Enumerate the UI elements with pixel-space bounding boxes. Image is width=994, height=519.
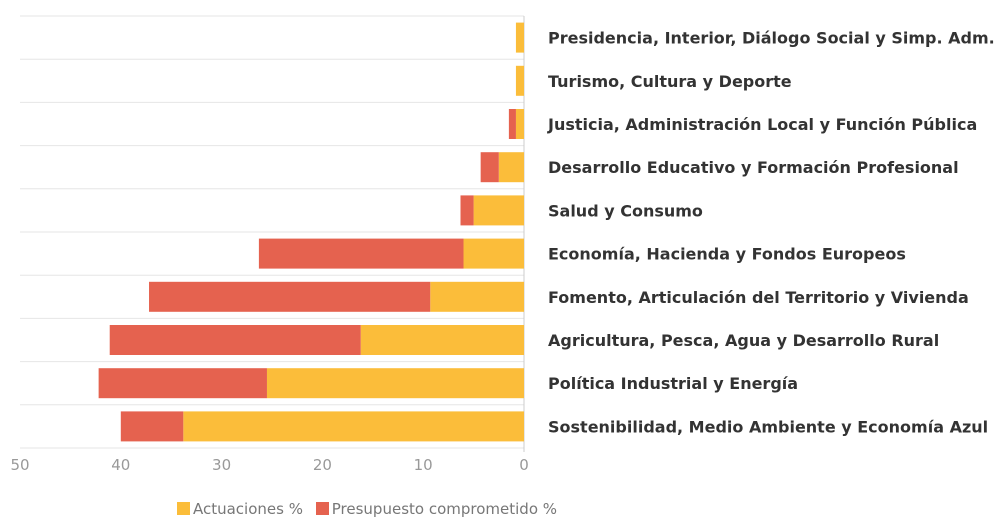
bar-actuaciones[interactable] [430, 281, 524, 312]
category-label: Agricultura, Pesca, Agua y Desarrollo Ru… [548, 331, 939, 350]
bars [98, 22, 524, 442]
category-label: Salud y Consumo [548, 201, 703, 220]
category-label: Política Industrial y Energía [548, 374, 798, 393]
x-tick-label: 20 [313, 456, 332, 474]
x-tick-label: 0 [519, 456, 529, 474]
bar-actuaciones[interactable] [360, 325, 524, 355]
bar-actuaciones[interactable] [266, 368, 524, 399]
bar-presupuesto[interactable] [508, 109, 516, 139]
bar-presupuesto[interactable] [109, 325, 361, 355]
legend-item-actuaciones[interactable]: Actuaciones % [176, 500, 303, 518]
category-label: Presidencia, Interior, Diálogo Social y … [548, 29, 994, 48]
bar-presupuesto[interactable] [460, 195, 474, 226]
bar-actuaciones[interactable] [498, 152, 524, 183]
x-tick-label: 30 [212, 456, 231, 474]
legend: Actuaciones % Presupuesto comprometido % [0, 500, 734, 518]
x-axis-ticks: 50 40 30 20 10 0 [10, 456, 528, 474]
x-tick-label: 50 [10, 456, 29, 474]
bar-actuaciones[interactable] [183, 411, 524, 442]
bar-actuaciones[interactable] [463, 238, 524, 269]
legend-swatch-presupuesto [315, 502, 329, 515]
category-label: Sostenibilidad, Medio Ambiente y Economí… [548, 417, 988, 436]
bar-presupuesto[interactable] [120, 411, 184, 442]
category-labels: Presidencia, Interior, Diálogo Social y … [547, 29, 994, 437]
x-tick-label: 40 [111, 456, 130, 474]
bar-presupuesto[interactable] [258, 238, 464, 269]
bar-actuaciones[interactable] [473, 195, 524, 226]
bar-presupuesto[interactable] [480, 152, 499, 183]
category-label: Desarrollo Educativo y Formación Profesi… [548, 158, 959, 177]
category-label: Fomento, Articulación del Territorio y V… [548, 288, 969, 307]
legend-label-presupuesto: Presupuesto comprometido % [331, 500, 558, 518]
bar-actuaciones[interactable] [515, 65, 524, 96]
bar-presupuesto[interactable] [149, 281, 431, 312]
category-label: Turismo, Cultura y Deporte [548, 72, 792, 91]
category-label: Economía, Hacienda y Fondos Europeos [548, 245, 906, 264]
legend-label-actuaciones: Actuaciones % [192, 500, 303, 518]
category-label: Justicia, Administración Local y Función… [547, 115, 977, 134]
legend-swatch-actuaciones [176, 502, 190, 515]
bar-actuaciones[interactable] [515, 22, 524, 53]
bar-presupuesto[interactable] [98, 368, 267, 399]
bar-actuaciones[interactable] [515, 109, 524, 139]
legend-item-presupuesto[interactable]: Presupuesto comprometido % [315, 500, 558, 518]
x-tick-label: 10 [414, 456, 433, 474]
